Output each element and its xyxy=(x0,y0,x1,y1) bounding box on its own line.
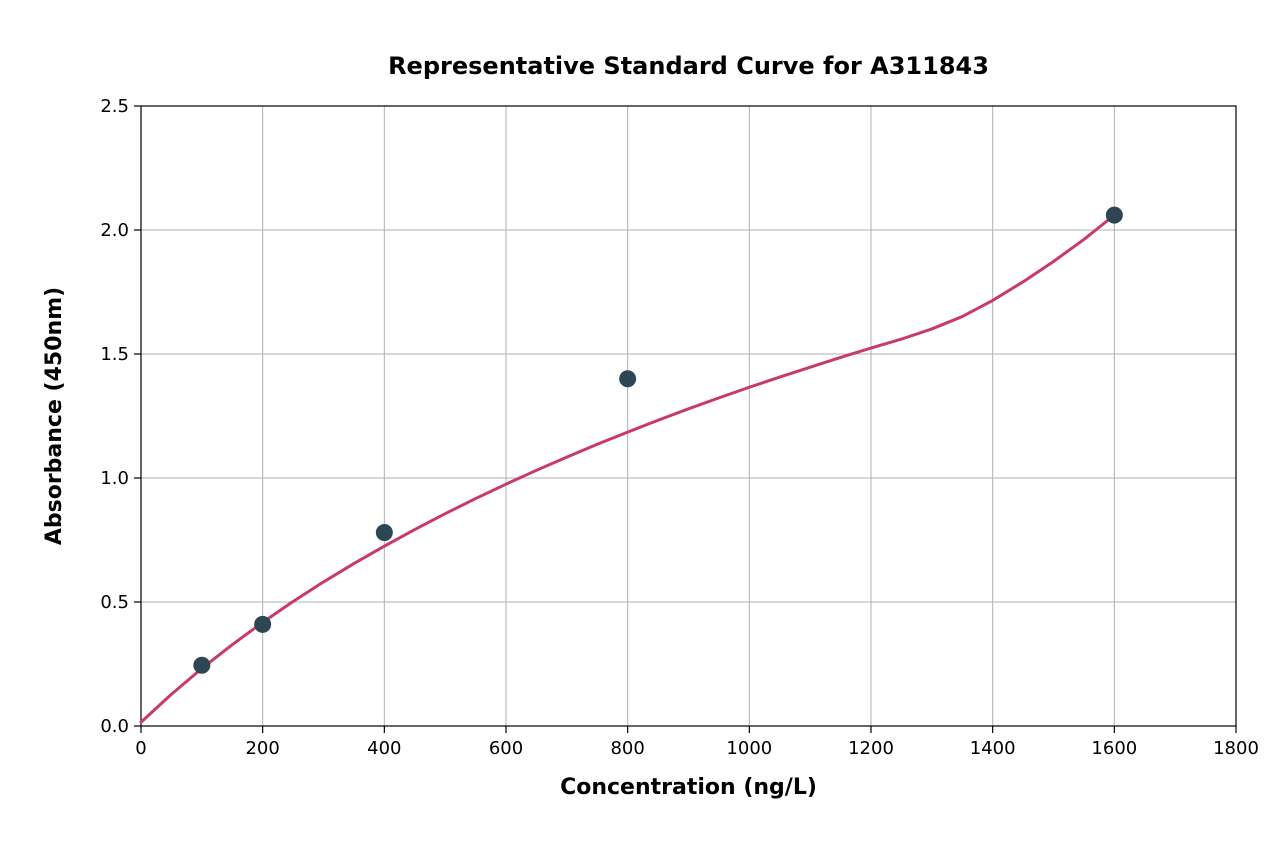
y-tick-label: 0.5 xyxy=(100,592,129,613)
y-axis-label: Absorbance (450nm) xyxy=(42,287,67,545)
data-point xyxy=(1106,207,1122,223)
data-point xyxy=(376,525,392,541)
standard-curve-chart: 0 200 400 600 800 1000 1200 1400 1600 1800 0.0 0.5 1… xyxy=(0,0,1280,845)
y-tick-label: 2.0 xyxy=(100,220,129,241)
x-tick-label: 400 xyxy=(367,738,401,759)
data-point xyxy=(255,616,271,632)
y-tick-label: 0.0 xyxy=(100,716,129,737)
x-tick-label: 1800 xyxy=(1213,738,1259,759)
x-tick-label: 200 xyxy=(245,738,279,759)
x-axis-label: Concentration (ng/L) xyxy=(560,775,817,800)
x-tick-label: 1400 xyxy=(970,738,1016,759)
y-tick-label: 1.0 xyxy=(100,468,129,489)
x-tick-label: 0 xyxy=(135,738,146,759)
data-point xyxy=(194,657,210,673)
chart-title: Representative Standard Curve for A31184… xyxy=(388,52,989,80)
y-tick-label: 1.5 xyxy=(100,344,129,365)
x-tick-label: 800 xyxy=(610,738,644,759)
x-tick-label: 1600 xyxy=(1091,738,1137,759)
x-tick-label: 600 xyxy=(489,738,523,759)
y-tick-label: 2.5 xyxy=(100,96,129,117)
data-point xyxy=(620,371,636,387)
x-tick-label: 1000 xyxy=(726,738,772,759)
chart-background xyxy=(0,0,1280,845)
chart-container: 0 200 400 600 800 1000 1200 1400 1600 1800 0.0 0.5 1… xyxy=(0,0,1280,845)
x-tick-label: 1200 xyxy=(848,738,894,759)
